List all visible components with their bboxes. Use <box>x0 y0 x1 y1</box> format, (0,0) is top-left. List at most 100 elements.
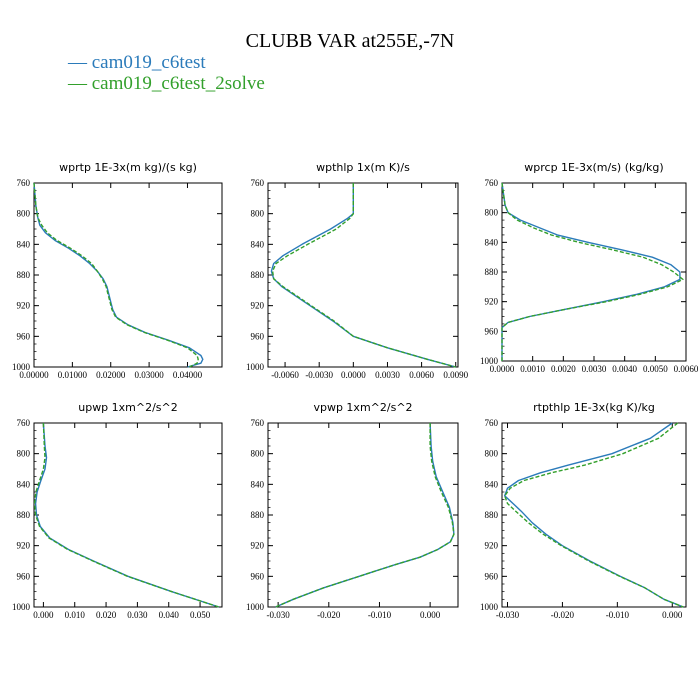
x-tick-label: 0.0050 <box>643 364 668 374</box>
series-line-2 <box>271 183 456 368</box>
chart-panel-4: upwp 1xm^2/s^2 760 800 840 880 920 960 10000.00… <box>12 401 223 620</box>
x-tick-label: 0.0060 <box>674 364 699 374</box>
chart-panel-2: wpthlp 1x(m K)/s 760 800 840 880 920 960 1000 -0… <box>246 161 469 380</box>
chart-panel-6: rtpthlp 1E-3x(kg K)/kg 760 800 840 880 920 960… <box>480 401 687 620</box>
x-tick-label: 0.0090 <box>443 370 468 380</box>
y-tick-label: 960 <box>17 571 31 581</box>
y-tick-label: 800 <box>485 208 499 218</box>
x-tick-label: 0.0040 <box>612 364 637 374</box>
legend-swatch-1: — <box>68 52 87 73</box>
x-tick-label: -0.0060 <box>271 370 299 380</box>
y-tick-label: 760 <box>17 418 31 428</box>
x-tick-label: -0.010 <box>606 610 630 620</box>
y-tick-label: 800 <box>485 449 499 459</box>
panel-title: wprtp 1E-3x(m kg)/(s kg) <box>59 161 197 174</box>
y-tick-label: 920 <box>251 301 265 311</box>
y-tick-label: 880 <box>17 510 31 520</box>
x-tick-label: 0.0000 <box>341 370 366 380</box>
panel-title: wpthlp 1x(m K)/s <box>316 161 410 174</box>
y-tick-label: 1000 <box>480 602 499 612</box>
series-line-2 <box>504 422 684 608</box>
y-tick-label: 800 <box>251 209 265 219</box>
plot-frame <box>501 422 687 608</box>
x-tick-label: -0.020 <box>317 610 341 620</box>
y-tick-label: 880 <box>251 270 265 280</box>
legend-label-1: cam019_c6test <box>91 52 206 73</box>
x-tick-label: 0.0030 <box>375 370 400 380</box>
series-line-1 <box>504 422 684 608</box>
y-tick-label: 920 <box>17 541 31 551</box>
chart-panel-3: wprcp 1E-3x(m/s) (kg/kg) 760 800 840 880 920 9… <box>480 161 699 374</box>
y-tick-label: 880 <box>17 270 31 280</box>
y-tick-label: 840 <box>485 479 499 489</box>
x-tick-label: 0.0020 <box>551 364 576 374</box>
y-tick-label: 840 <box>17 479 31 489</box>
series-line-2 <box>33 422 220 608</box>
y-tick-label: 1000 <box>12 602 31 612</box>
series-line-1 <box>34 422 220 608</box>
x-tick-label: 0.050 <box>190 610 211 620</box>
x-tick-label: 0.0060 <box>409 370 434 380</box>
legend-swatch-2: — <box>68 73 87 94</box>
x-tick-label: 0.01000 <box>58 370 88 380</box>
y-tick-label: 800 <box>251 449 265 459</box>
y-tick-label: 880 <box>485 510 499 520</box>
y-tick-label: 760 <box>485 418 499 428</box>
y-tick-label: 880 <box>251 510 265 520</box>
x-tick-label: 0.00000 <box>19 370 49 380</box>
y-tick-label: 840 <box>485 237 499 247</box>
y-tick-label: 960 <box>251 571 265 581</box>
series-line-2 <box>275 423 455 608</box>
y-tick-label: 840 <box>251 479 265 489</box>
x-tick-label: 0.010 <box>65 610 86 620</box>
plot-frame <box>33 422 223 608</box>
x-tick-label: -0.030 <box>267 610 291 620</box>
x-tick-label: 0.0000 <box>490 364 515 374</box>
y-tick-label: 760 <box>17 178 31 188</box>
panel-title: upwp 1xm^2/s^2 <box>78 401 178 414</box>
series-line-1 <box>275 422 455 608</box>
y-tick-label: 1000 <box>246 602 265 612</box>
x-tick-label: -0.030 <box>496 610 520 620</box>
y-tick-label: 920 <box>485 297 499 307</box>
legend-item-2: — cam019_c6test_2solve <box>68 73 265 94</box>
y-tick-label: 760 <box>251 178 265 188</box>
plot-frame <box>267 422 459 608</box>
figure-title: CLUBB VAR at255E,-7N <box>245 30 455 52</box>
legend-item-1: — cam019_c6test <box>68 52 265 73</box>
panel-title: wprcp 1E-3x(m/s) (kg/kg) <box>524 161 663 174</box>
legend-label-2: cam019_c6test_2solve <box>91 73 265 94</box>
series-line-1 <box>33 182 204 368</box>
y-tick-label: 840 <box>251 239 265 249</box>
x-tick-label: 0.030 <box>127 610 148 620</box>
plot-frame <box>501 182 687 362</box>
x-tick-label: 0.03000 <box>134 370 164 380</box>
y-tick-label: 920 <box>17 301 31 311</box>
y-tick-label: 1000 <box>12 362 31 372</box>
y-tick-label: 760 <box>485 178 499 188</box>
y-tick-label: 800 <box>17 449 31 459</box>
chart-panel-5: vpwp 1xm^2/s^27608008408809209601000-0.0… <box>246 401 459 620</box>
x-tick-label: 0.000 <box>662 610 683 620</box>
y-tick-label: 800 <box>17 209 31 219</box>
x-tick-label: 0.000 <box>33 610 54 620</box>
y-tick-label: 960 <box>17 331 31 341</box>
series-line-2 <box>33 182 199 368</box>
x-tick-label: 0.0010 <box>520 364 545 374</box>
legend: — cam019_c6test — cam019_c6test_2solve <box>68 52 265 94</box>
panel-title: rtpthlp 1E-3x(kg K)/kg <box>533 401 655 414</box>
x-tick-label: 0.000 <box>420 610 441 620</box>
y-tick-label: 840 <box>17 239 31 249</box>
y-tick-label: 960 <box>251 331 265 341</box>
series-line-2 <box>501 182 684 361</box>
x-tick-label: 0.0030 <box>582 364 607 374</box>
y-tick-label: 1000 <box>246 362 265 372</box>
chart-panel-1: wprtp 1E-3x(m kg)/(s kg) 760 800 840 880 920 9… <box>12 161 223 380</box>
x-tick-label: -0.020 <box>551 610 575 620</box>
x-tick-label: 0.040 <box>159 610 180 620</box>
x-tick-label: -0.010 <box>368 610 392 620</box>
panel-title: vpwp 1xm^2/s^2 <box>313 401 412 414</box>
x-tick-label: 0.020 <box>96 610 117 620</box>
x-tick-label: 0.04000 <box>173 370 203 380</box>
